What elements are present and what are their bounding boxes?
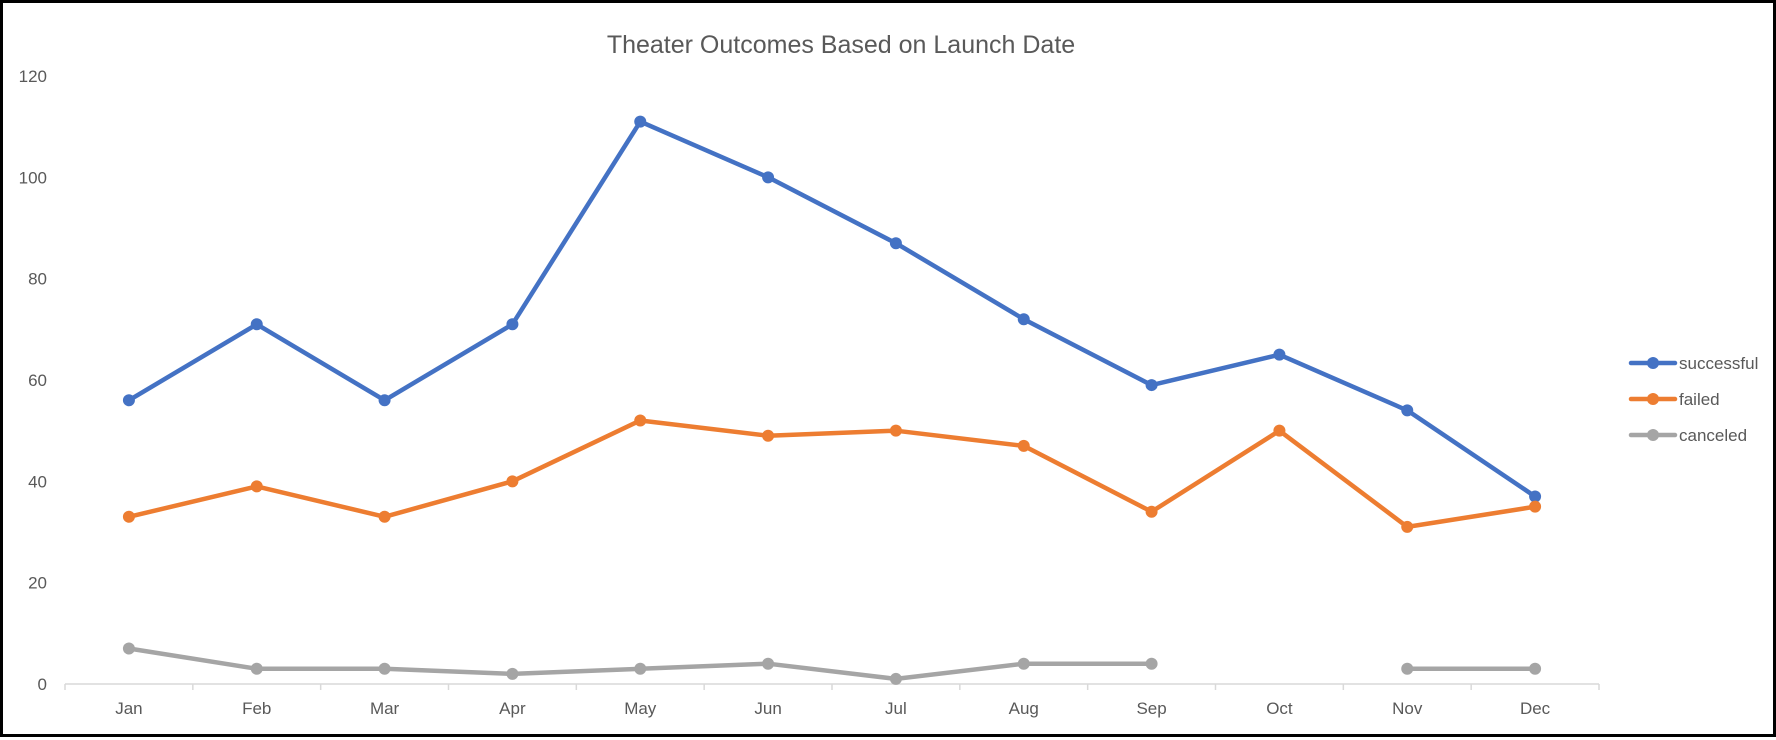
y-axis: 0 20 40 60 80 100 120 [19,67,47,694]
legend-item-failed: failed [1628,390,1720,409]
data-point-canceled [122,642,135,655]
legend: successful failed canceled [1628,354,1758,445]
x-tick-label: Apr [499,699,526,718]
data-point-failed [1529,500,1542,513]
chart-title: Theater Outcomes Based on Launch Date [607,31,1075,59]
data-point-failed [1145,505,1158,518]
legend-swatch-marker [1647,393,1659,405]
series-layer [122,115,1542,685]
data-point-canceled [1529,662,1542,675]
data-point-failed [378,510,391,523]
series-successful [122,115,1542,503]
x-tick-label: Dec [1520,699,1551,718]
data-point-successful [250,318,263,331]
data-point-failed [1273,424,1286,437]
legend-item-successful: successful [1628,354,1758,373]
x-tick-label: Aug [1009,699,1039,718]
x-tick-label: Oct [1266,699,1293,718]
legend-item-canceled: canceled [1628,426,1747,445]
data-point-canceled [1145,657,1158,670]
x-tick-label: Mar [370,699,400,718]
series-line-failed [126,418,1538,530]
series-line-successful [126,119,1538,499]
x-tick-label: Nov [1392,699,1423,718]
x-tick-label: Sep [1136,699,1166,718]
y-tick-label: 20 [28,574,47,593]
x-tick-label: Jun [754,699,781,718]
data-point-failed [634,414,647,427]
legend-label: failed [1679,390,1720,409]
legend-label: canceled [1679,426,1747,445]
legend-swatch-marker [1647,429,1659,441]
series-canceled [122,642,1542,685]
data-point-failed [1017,439,1030,452]
data-point-failed [1401,520,1414,533]
data-point-failed [250,480,263,493]
data-point-failed [506,475,519,488]
x-axis: Jan Feb Mar Apr May Jun Jul Aug Sep Oct Nov Dec [64,683,1600,718]
data-point-successful [1529,490,1542,503]
data-point-canceled [506,667,519,680]
data-point-canceled [889,672,902,685]
data-point-successful [506,318,519,331]
data-point-failed [122,510,135,523]
data-point-successful [378,394,391,407]
data-point-canceled [1401,662,1414,675]
legend-swatch-marker [1647,357,1659,369]
data-point-successful [122,394,135,407]
data-point-successful [1273,348,1286,361]
line-chart: Theater Outcomes Based on Launch Date 0 2… [19,31,1759,718]
data-point-failed [762,429,775,442]
data-point-canceled [762,657,775,670]
data-point-canceled [378,662,391,675]
data-point-successful [1401,404,1414,417]
data-point-successful [762,171,775,184]
data-point-successful [1145,379,1158,392]
data-point-successful [634,115,647,128]
y-tick-label: 0 [38,675,47,694]
x-tick-label: Jan [115,699,142,718]
data-point-successful [889,237,902,250]
x-tick-label: Jul [885,699,907,718]
data-point-failed [889,424,902,437]
data-point-canceled [634,662,647,675]
y-tick-label: 40 [28,472,47,491]
y-tick-label: 80 [28,270,47,289]
y-tick-label: 100 [19,168,47,187]
y-tick-label: 60 [28,371,47,390]
legend-label: successful [1679,354,1758,373]
data-point-canceled [250,662,263,675]
data-point-successful [1017,313,1030,326]
x-tick-label: Feb [242,699,271,718]
x-tick-label: May [624,699,657,718]
data-point-canceled [1017,657,1030,670]
series-failed [122,414,1542,533]
y-tick-label: 120 [19,67,47,86]
